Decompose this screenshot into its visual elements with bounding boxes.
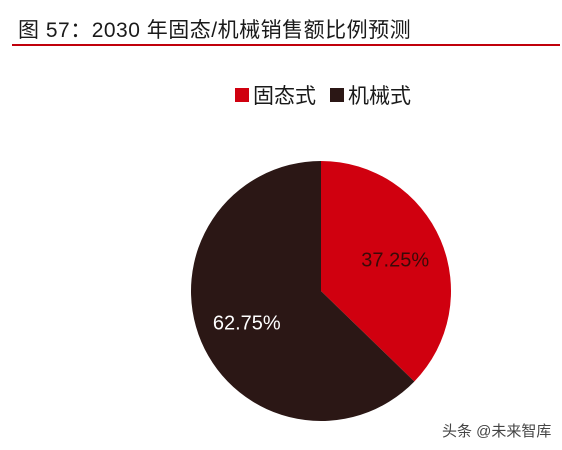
pie-slice-mechanical (190, 161, 415, 421)
figure-title: 图 57：2030 年固态/机械销售额比例预测 (18, 19, 412, 42)
legend-item-solid-state: 固态式 (235, 80, 316, 110)
watermark: 头条 @未来智库 (442, 423, 552, 440)
legend-item-mechanical: 机械式 (330, 80, 411, 110)
pie-label-solid-state: 37.25% (361, 250, 429, 272)
legend-swatch-solid-state (235, 88, 249, 102)
legend-label-mechanical: 机械式 (348, 85, 411, 108)
legend-swatch-mechanical (330, 88, 344, 102)
pie-label-mechanical: 62.75% (213, 312, 281, 334)
chart-legend: 固态式 机械式 (235, 80, 425, 110)
figure-header: 图 57：2030 年固态/机械销售额比例预测 (12, 6, 560, 46)
pie-slice-solid-state (321, 161, 451, 382)
legend-label-solid-state: 固态式 (253, 85, 316, 108)
